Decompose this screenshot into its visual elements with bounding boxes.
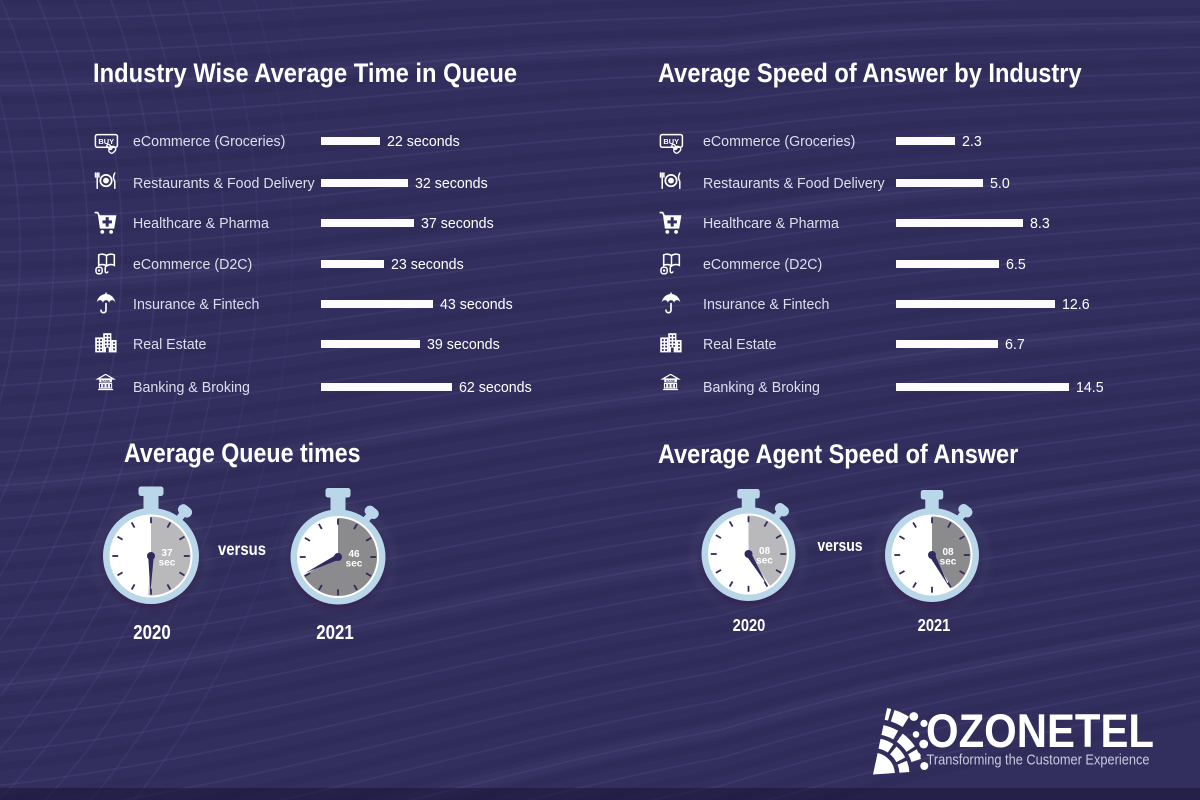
svg-text:sec: sec: [940, 557, 957, 568]
svg-text:BUY: BUY: [98, 137, 114, 146]
svg-text:08: 08: [942, 547, 954, 558]
svg-text:BANK: BANK: [101, 379, 110, 383]
svg-text:OZONETEL: OZONETEL: [926, 704, 1154, 757]
svg-text:sec: sec: [756, 556, 773, 567]
svg-text:sec: sec: [346, 559, 363, 570]
svg-text:BUY: BUY: [663, 137, 679, 146]
svg-text:Transforming the Customer Expe: Transforming the Customer Experience: [927, 752, 1150, 769]
svg-text:46: 46: [348, 549, 360, 560]
svg-text:37: 37: [161, 548, 173, 559]
svg-text:sec: sec: [159, 558, 176, 569]
svg-text:BANK: BANK: [666, 379, 675, 383]
svg-text:08: 08: [759, 546, 771, 557]
